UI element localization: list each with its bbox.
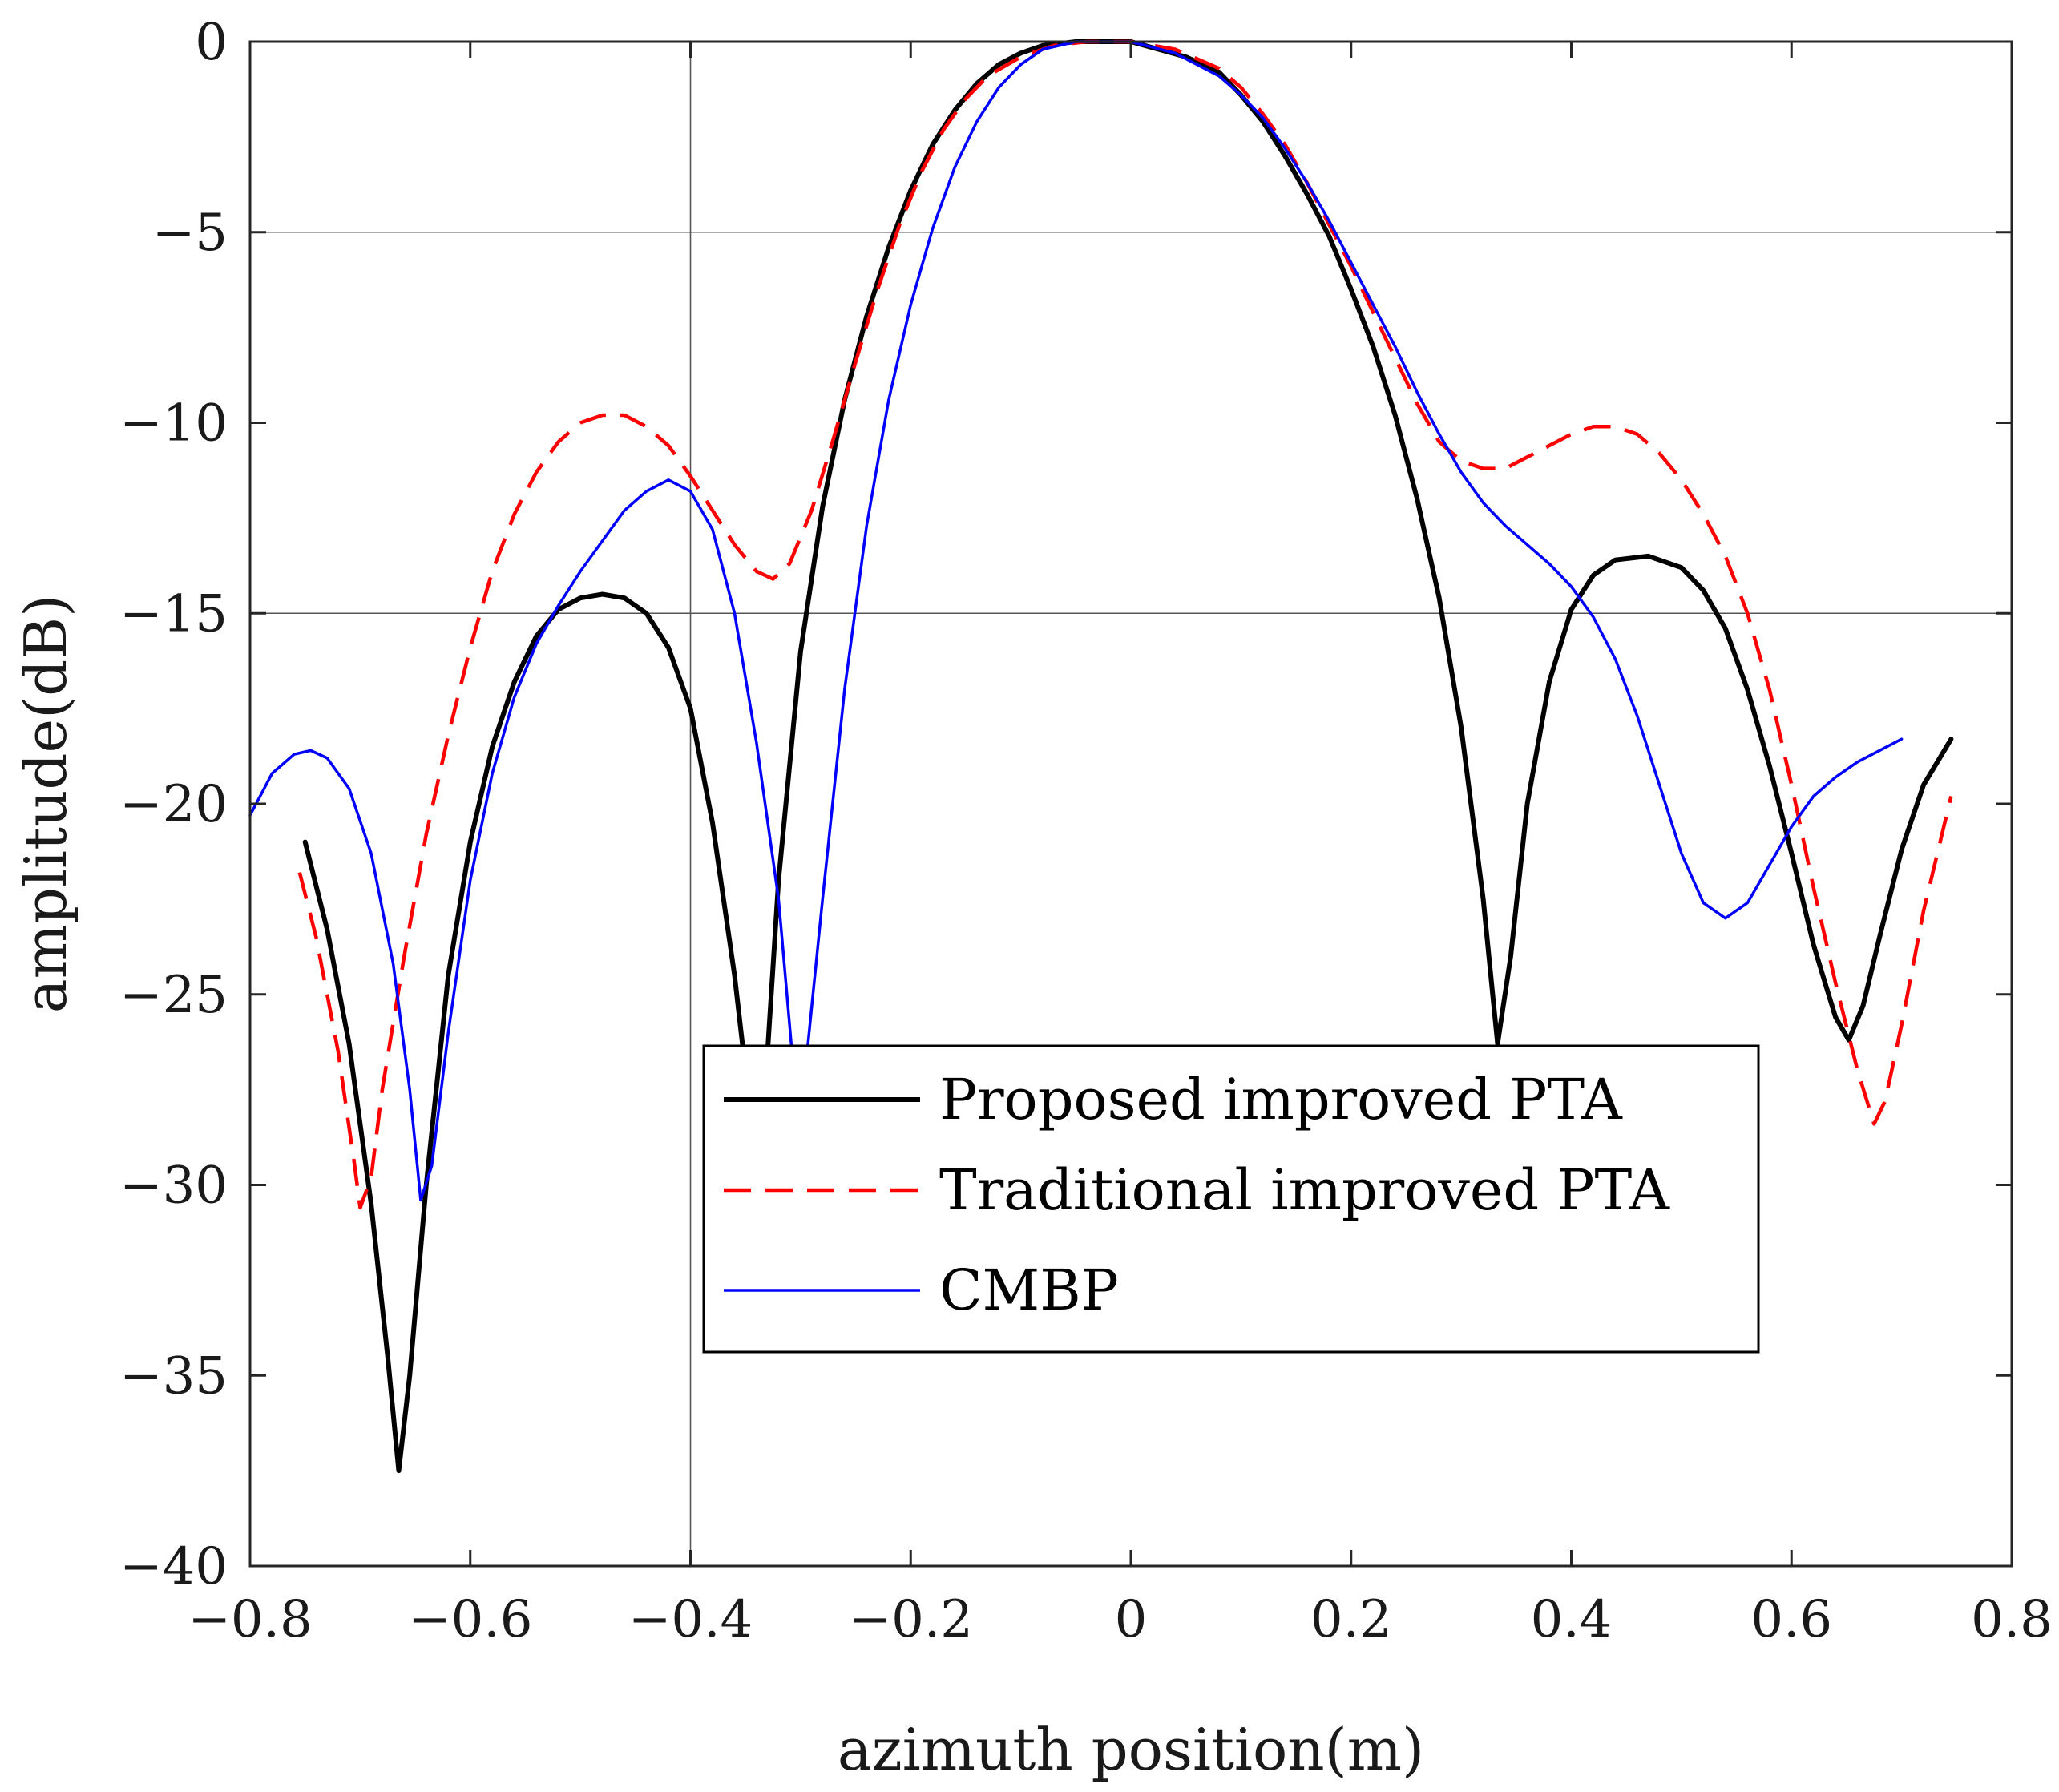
x-tick-label: 0.8 <box>1971 1590 2053 1649</box>
x-tick-label: −0.6 <box>408 1590 532 1649</box>
legend: Proposed improved PTA Traditional improv… <box>702 1044 1760 1354</box>
axis-ticks <box>248 40 2013 1568</box>
y-tick-label: −35 <box>119 1346 228 1406</box>
legend-label-traditional: Traditional improved PTA <box>939 1157 1670 1223</box>
x-tick-label: 0.6 <box>1750 1590 1832 1649</box>
x-tick-label: 0.2 <box>1310 1590 1392 1649</box>
y-tick-label: −20 <box>119 775 228 834</box>
x-tick-label: −0.8 <box>188 1590 312 1649</box>
y-tick-label: −25 <box>119 966 228 1025</box>
series-line-cmbp <box>248 40 1904 1202</box>
y-tick-label: −30 <box>119 1156 228 1216</box>
legend-label-proposed: Proposed improved PTA <box>939 1067 1623 1132</box>
y-tick-label: −5 <box>152 204 228 263</box>
x-tick-label: −0.2 <box>849 1590 973 1649</box>
y-tick-label: −40 <box>119 1537 228 1596</box>
x-tick-label: 0 <box>1115 1590 1148 1649</box>
x-axis-title: azimuth position(m) <box>838 1716 1424 1783</box>
y-tick-label: 0 <box>195 13 228 72</box>
legend-label-cmbp: CMBP <box>939 1257 1119 1323</box>
y-axis-title: amplitude(dB) <box>12 595 79 1014</box>
x-tick-label: 0.4 <box>1531 1590 1613 1649</box>
tick-labels: −0.8 −0.6 −0.4 −0.2 0 0.2 0.4 0.6 0.8 0 −5 −10 −15 −2… <box>119 13 2053 1649</box>
y-tick-label: −15 <box>119 584 228 644</box>
y-tick-label: −10 <box>119 394 228 454</box>
legend-box <box>702 1044 1760 1354</box>
x-tick-label: −0.4 <box>628 1590 753 1649</box>
